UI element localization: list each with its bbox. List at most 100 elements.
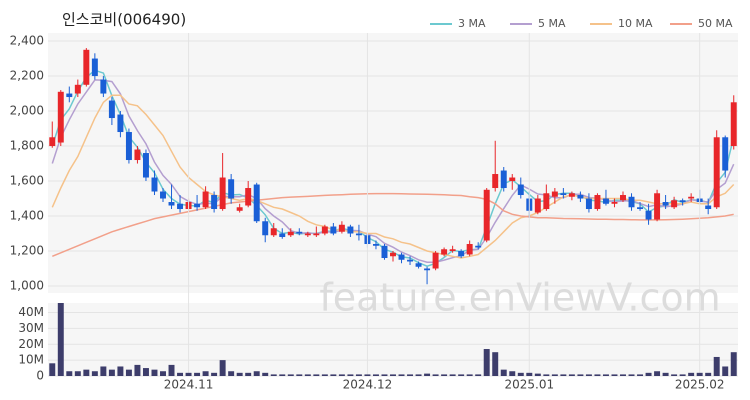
x-tick-label: 2024.11 [164, 378, 214, 392]
candle-body [160, 191, 166, 199]
volume-bar [279, 374, 286, 376]
volume-bar [645, 372, 652, 376]
y-tick-label: 20M [18, 337, 44, 351]
candle-body [654, 193, 661, 220]
volume-bar [253, 371, 260, 376]
candle-body [620, 195, 626, 201]
volume-bar [160, 371, 166, 376]
watermark: feature.enViewV.com [319, 276, 720, 320]
volume-bar [577, 374, 584, 376]
legend-label: 3 MA [458, 17, 486, 30]
candle-body [475, 245, 482, 248]
y-tick-label: 2,000 [10, 104, 44, 118]
volume-bar [526, 372, 533, 376]
volume-bar [372, 374, 379, 376]
candle-body [270, 228, 277, 236]
y-tick-label: 30M [18, 321, 44, 335]
candle-body [611, 202, 618, 204]
volume-bar [66, 371, 73, 376]
candle-body [236, 207, 243, 211]
candle-body [117, 114, 124, 133]
volume-bar [134, 364, 141, 376]
volume-bar [602, 374, 609, 376]
candle-body [202, 191, 209, 208]
x-tick-label: 2024.12 [343, 378, 393, 392]
candle-body [671, 200, 678, 208]
candle-body [177, 203, 184, 210]
volume-bar [654, 371, 661, 376]
candle-body [705, 205, 712, 210]
volume-bar [509, 371, 516, 376]
volume-bar [568, 374, 575, 376]
x-tick-label: 2025.02 [675, 378, 725, 392]
candle-body [228, 179, 235, 199]
y-tick-label: 2,200 [10, 69, 44, 83]
volume-bar [91, 371, 98, 376]
volume-bar [517, 372, 524, 376]
volume-bar [49, 363, 56, 376]
volume-bar [730, 352, 737, 376]
ma-line [52, 192, 734, 257]
volume-bar [270, 374, 277, 376]
volume-bar [57, 303, 64, 376]
legend-label: 50 MA [698, 17, 733, 30]
volume-bar [492, 352, 499, 376]
candle-body [134, 149, 141, 161]
candle-body [441, 249, 448, 255]
candle-body [509, 177, 516, 182]
volume-bar [296, 374, 303, 376]
candle-body [679, 200, 686, 203]
candle-body [713, 137, 720, 208]
volume-bar [534, 373, 541, 376]
volume-bar [424, 373, 431, 376]
legend-label: 5 MA [538, 17, 566, 30]
volume-bar [168, 364, 175, 376]
volume-bar [407, 374, 414, 376]
volume-bar [74, 371, 81, 376]
y-tick-label: 0 [36, 369, 44, 383]
candle-body [722, 137, 729, 171]
candle-body [245, 188, 252, 206]
volume-bar [466, 374, 473, 376]
candle-body [304, 233, 311, 236]
candle-body [390, 252, 396, 257]
candle-body [560, 193, 567, 196]
candle-body [338, 224, 345, 232]
candle-body [330, 226, 337, 234]
candle-body [594, 195, 601, 210]
volume-bar [151, 369, 158, 376]
volume-bar [696, 372, 703, 376]
candle-body [219, 177, 226, 210]
volume-bar [543, 374, 550, 376]
volume-bar [185, 372, 192, 376]
volume-bar [108, 369, 115, 376]
volume-bar [390, 374, 396, 376]
y-tick-label: 10M [18, 353, 44, 367]
candle-body [168, 202, 175, 206]
candle-body [57, 91, 64, 143]
candle-body [296, 231, 303, 234]
volume-bar [594, 374, 601, 376]
volume-bar [219, 360, 226, 376]
volume-bar [432, 374, 439, 376]
volume-bar [236, 372, 243, 376]
volume-bar [202, 371, 209, 376]
volume-bar [100, 366, 107, 376]
volume-bar [381, 374, 388, 376]
candle-body [645, 210, 652, 220]
volume-bar [228, 371, 235, 376]
volume-bar [688, 372, 695, 376]
volume-bar [500, 369, 507, 376]
volume-bar [347, 374, 354, 376]
candle-body [543, 193, 550, 210]
volume-bar [142, 368, 149, 376]
candle-body [108, 100, 115, 119]
volume-bar [415, 374, 422, 376]
volume-bar [441, 374, 448, 376]
candle-body [279, 233, 286, 238]
y-tick-label: 1,000 [10, 279, 44, 293]
candle-body [534, 198, 541, 213]
volume-bar [211, 372, 218, 376]
volume-bar [177, 372, 184, 376]
